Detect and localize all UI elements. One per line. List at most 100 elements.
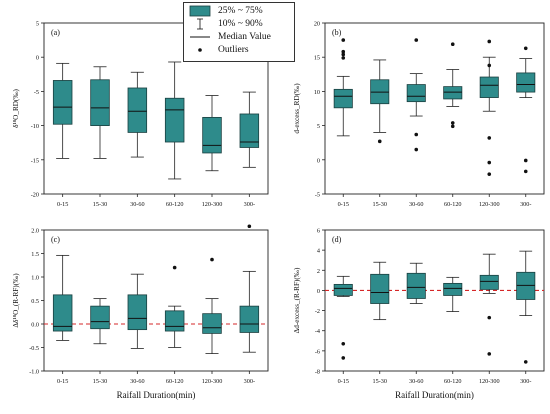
outlier-point — [487, 136, 492, 140]
x-tick-label: 120-300 — [202, 378, 223, 385]
iqr-box — [406, 84, 426, 103]
outlier-point — [377, 139, 382, 144]
x-tick-label: 60-120 — [166, 378, 184, 385]
y-tick-label: -5 — [34, 89, 39, 96]
iqr-box — [479, 274, 499, 290]
iqr-box — [52, 294, 73, 332]
outlier-point — [341, 52, 346, 57]
outlier-point — [172, 265, 177, 270]
x-tick-label: 0-15 — [338, 378, 349, 385]
x-tick-label: 30-60 — [130, 201, 144, 208]
plot-frame — [43, 22, 269, 195]
y-tick-label: -5 — [315, 192, 320, 199]
y-axis-label: Δd-excess_(R-RF)(‰) — [293, 267, 301, 333]
iqr-box — [516, 72, 536, 93]
x-tick-label: 15-30 — [93, 201, 107, 208]
outlier-point — [523, 360, 528, 364]
legend: 25% ~ 75% 10% ~ 90% Median Value Outlier… — [183, 2, 295, 62]
x-tick-label: 15-30 — [93, 378, 107, 385]
y-tick-label: 5 — [36, 21, 39, 28]
chart-panel-2: 20 15 10 5 0 -5 d-excess_RD(‰) (b) 0-15 15-30 30-6… — [293, 21, 545, 208]
iqr-box — [333, 88, 353, 109]
y-tick-label: 0.5 — [31, 298, 39, 305]
iqr-box — [164, 310, 185, 332]
y-tick-label: 0.0 — [31, 322, 39, 329]
iqr-box — [127, 294, 148, 331]
y-axis-label: Δδ¹⁸O_(R-RF)(‰) — [12, 273, 20, 328]
iqr-box — [479, 76, 499, 98]
x-tick-label: 120-300 — [202, 201, 223, 208]
outlier-point — [523, 158, 528, 163]
outlier-point — [341, 56, 346, 60]
y-axis-label: δ¹⁸O_RD(‰) — [12, 89, 20, 128]
x-tick-label: 300- — [520, 201, 531, 208]
plot-frame — [43, 229, 269, 372]
outlier-point — [487, 315, 492, 320]
y-tick-label: 10 — [314, 89, 320, 96]
x-tick-label: 60-120 — [166, 201, 184, 208]
iqr-box — [90, 79, 110, 127]
outlier-point — [450, 124, 455, 129]
outlier-point — [341, 38, 346, 42]
y-tick-label: -2 — [315, 308, 320, 315]
x-tick-label: 30-60 — [409, 201, 423, 208]
x-tick-label: 300- — [244, 201, 255, 208]
outlier-point — [487, 172, 492, 176]
outlier-point — [247, 224, 252, 229]
outlier-point — [414, 132, 419, 137]
iqr-box — [443, 282, 463, 296]
iqr-box — [239, 113, 260, 148]
x-tick-label: 60-120 — [444, 201, 462, 208]
x-tick-label: 0-15 — [338, 201, 349, 208]
y-tick-label: 20 — [314, 21, 320, 28]
x-tick-label: 300- — [520, 378, 531, 385]
y-tick-label: -15 — [31, 157, 39, 164]
x-tick-label: 30-60 — [130, 378, 144, 385]
outlier-dot-icon — [198, 48, 202, 52]
outlier-point — [450, 121, 455, 125]
y-tick-label: -8 — [315, 369, 320, 376]
y-tick-label: 15 — [314, 55, 320, 62]
panel-label: (a) — [51, 28, 60, 37]
iqr-box — [239, 305, 260, 333]
panel-label: (c) — [51, 235, 60, 244]
box-swatch-icon — [189, 5, 211, 17]
iqr-box — [370, 273, 390, 304]
outlier-point — [523, 46, 528, 51]
y-tick-label: 2.0 — [31, 228, 39, 235]
x-tick-label: 0-15 — [57, 201, 68, 208]
y-tick-label: -4 — [315, 328, 320, 335]
legend-median-label: Median Value — [218, 32, 271, 42]
outlier-point — [210, 257, 214, 262]
outlier-point — [450, 42, 455, 47]
panel-label: (b) — [332, 28, 342, 37]
x-tick-label: 15-30 — [373, 378, 387, 385]
y-tick-label: 1.0 — [31, 275, 39, 282]
iqr-box — [164, 97, 185, 143]
iqr-box — [202, 116, 222, 154]
chart-panel-4: 6 4 2 0 -2 -4 -6 -8 Δd-excess_(R-RF)(‰) (d) 0-15 15… — [293, 228, 545, 400]
panel-label: (d) — [332, 235, 342, 244]
x-tick-label: 30-60 — [409, 378, 423, 385]
iqr-box — [202, 313, 222, 334]
iqr-box — [443, 86, 463, 100]
outlier-point — [341, 342, 346, 346]
iqr-box — [90, 305, 110, 330]
iqr-box — [127, 87, 148, 133]
outlier-point — [414, 38, 419, 42]
outlier-point — [487, 39, 492, 44]
y-tick-label: 1.5 — [31, 251, 39, 258]
outlier-point — [487, 63, 492, 68]
iqr-box — [52, 80, 73, 125]
iqr-box — [406, 272, 426, 299]
y-tick-label: -20 — [31, 192, 39, 199]
y-tick-label: 0 — [36, 55, 39, 62]
x-tick-label: 15-30 — [373, 201, 387, 208]
y-tick-label: -6 — [315, 348, 320, 355]
y-tick-label: 6 — [317, 228, 320, 235]
chart-panel-3: 2.0 1.5 1.0 0.5 0.0 -0.5 -1.0 Δδ¹⁸O_(R-RF)(‰) (c… — [12, 224, 269, 400]
x-tick-label: 120-300 — [479, 378, 500, 385]
whisker-icon — [197, 18, 203, 30]
y-tick-label: 0 — [317, 157, 320, 164]
